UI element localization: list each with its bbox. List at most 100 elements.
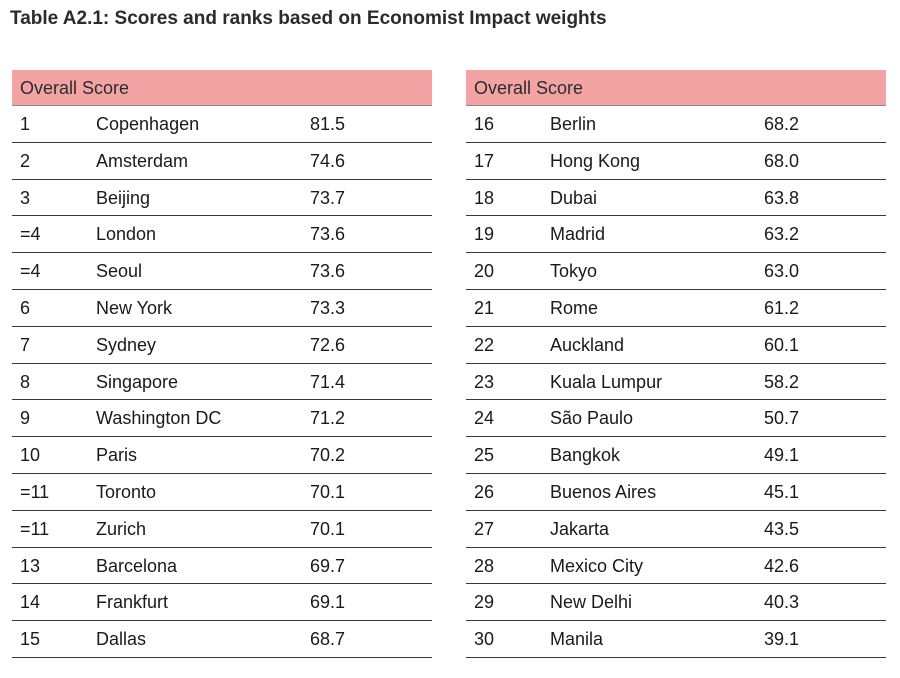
score-cell: 74.6 bbox=[310, 150, 346, 171]
score-cell: 69.1 bbox=[310, 592, 346, 613]
table-row: 17 Hong Kong 68.0 bbox=[466, 143, 886, 180]
city-cell: Jakarta bbox=[550, 518, 610, 539]
city-cell: Auckland bbox=[550, 334, 625, 355]
city-cell: Dubai bbox=[550, 187, 598, 208]
table-row: 1 Copenhagen 81.5 bbox=[12, 106, 432, 143]
table-row: 16 Berlin 68.2 bbox=[466, 106, 886, 143]
city-cell: Copenhagen bbox=[96, 114, 200, 134]
table-row: 10 Paris 70.2 bbox=[12, 437, 432, 474]
score-cell: 73.3 bbox=[310, 297, 346, 318]
table-row: 25 Bangkok 49.1 bbox=[466, 437, 886, 474]
score-cell: 72.6 bbox=[310, 334, 346, 355]
rank-cell: =4 bbox=[20, 224, 41, 245]
city-cell: Madrid bbox=[550, 224, 606, 245]
rank-cell: 14 bbox=[20, 592, 41, 613]
city-cell: Hong Kong bbox=[550, 150, 641, 171]
rank-cell: 18 bbox=[474, 187, 495, 208]
city-cell: Amsterdam bbox=[96, 150, 189, 171]
city-cell: Tokyo bbox=[550, 261, 598, 282]
table-row: 2 Amsterdam 74.6 bbox=[12, 143, 432, 180]
score-cell: 70.2 bbox=[310, 445, 346, 466]
rank-cell: 9 bbox=[20, 408, 31, 429]
score-cell: 61.2 bbox=[764, 297, 800, 318]
rank-cell: 1 bbox=[20, 114, 31, 134]
table-row: 23 Kuala Lumpur 58.2 bbox=[466, 364, 886, 401]
rank-cell: =11 bbox=[20, 518, 50, 539]
city-cell: Mexico City bbox=[550, 555, 644, 576]
city-cell: New Delhi bbox=[550, 592, 633, 613]
city-cell: Dallas bbox=[96, 629, 147, 650]
city-cell: São Paulo bbox=[550, 408, 634, 429]
table-row: 14 Frankfurt 69.1 bbox=[12, 584, 432, 622]
table-row: 28 Mexico City 42.6 bbox=[466, 548, 886, 585]
city-cell: Bangkok bbox=[550, 445, 621, 466]
city-cell: Washington DC bbox=[96, 408, 222, 429]
score-cell: 63.2 bbox=[764, 224, 800, 245]
table-header: Overall Score bbox=[466, 70, 886, 106]
rank-cell: 25 bbox=[474, 445, 495, 466]
table-row: 18 Dubai 63.8 bbox=[466, 180, 886, 217]
table-row: 24 São Paulo 50.7 bbox=[466, 400, 886, 438]
rank-cell: =11 bbox=[20, 481, 50, 502]
table-row: 6 New York 73.3 bbox=[12, 290, 432, 327]
rank-cell: 29 bbox=[474, 592, 495, 613]
city-cell: Manila bbox=[550, 629, 604, 650]
table-row: 19 Madrid 63.2 bbox=[466, 216, 886, 254]
table-row: =4 London 73.6 bbox=[12, 216, 432, 254]
city-cell: London bbox=[96, 224, 157, 245]
city-cell: Buenos Aires bbox=[550, 481, 657, 502]
table-row: 22 Auckland 60.1 bbox=[466, 327, 886, 364]
city-cell: Sydney bbox=[96, 334, 157, 355]
rank-cell: 10 bbox=[20, 445, 41, 466]
score-cell: 73.7 bbox=[310, 187, 346, 208]
rank-cell: 3 bbox=[20, 187, 31, 208]
table-row: 3 Beijing 73.7 bbox=[12, 180, 432, 217]
table-row: 9 Washington DC 71.2 bbox=[12, 400, 432, 438]
score-cell: 71.4 bbox=[310, 371, 346, 392]
score-cell: 45.1 bbox=[764, 481, 800, 502]
score-cell: 49.1 bbox=[764, 445, 800, 466]
rank-cell: 28 bbox=[474, 555, 495, 576]
table-row: 13 Barcelona 69.7 bbox=[12, 548, 432, 585]
rank-cell: 21 bbox=[474, 297, 495, 318]
city-cell: Toronto bbox=[96, 481, 157, 502]
rank-cell: 15 bbox=[20, 629, 41, 650]
city-cell: Frankfurt bbox=[96, 592, 169, 613]
table-body: 1 Copenhagen 81.5 2 Amsterdam 74.6 3 Beijing 73.… bbox=[12, 106, 432, 658]
table-row: 27 Jakarta 43.5 bbox=[466, 511, 886, 548]
score-cell: 42.6 bbox=[764, 555, 800, 576]
rank-cell: 24 bbox=[474, 408, 495, 429]
rank-cell: =4 bbox=[20, 261, 41, 282]
table-row: =4 Seoul 73.6 bbox=[12, 253, 432, 290]
city-cell: Seoul bbox=[96, 261, 143, 282]
table-row: 30 Manila 39.1 bbox=[466, 621, 886, 658]
score-cell: 50.7 bbox=[764, 408, 800, 429]
table-row: 21 Rome 61.2 bbox=[466, 290, 886, 327]
rank-cell: 23 bbox=[474, 371, 495, 392]
score-cell: 73.6 bbox=[310, 261, 346, 282]
table-row: 29 New Delhi 40.3 bbox=[466, 584, 886, 622]
score-cell: 39.1 bbox=[764, 629, 800, 650]
page-title: Table A2.1: Scores and ranks based on Ec… bbox=[10, 8, 607, 29]
rank-cell: 30 bbox=[474, 629, 495, 650]
score-cell: 68.7 bbox=[310, 629, 346, 650]
score-table-left: Overall Score 1 Copenhagen 81.5 2 Amsterdam 7… bbox=[12, 70, 432, 658]
city-cell: Rome bbox=[550, 297, 599, 318]
score-cell: 63.8 bbox=[764, 187, 800, 208]
score-cell: 71.2 bbox=[310, 408, 346, 429]
table-row: 26 Buenos Aires 45.1 bbox=[466, 474, 886, 511]
table-row: 20 Tokyo 63.0 bbox=[466, 253, 886, 290]
table-row: 7 Sydney 72.6 bbox=[12, 327, 432, 364]
rank-cell: 7 bbox=[20, 334, 31, 355]
city-cell: Berlin bbox=[550, 114, 597, 134]
table-row: 8 Singapore 71.4 bbox=[12, 364, 432, 401]
rank-cell: 22 bbox=[474, 334, 495, 355]
score-cell: 68.2 bbox=[764, 114, 800, 134]
score-cell: 81.5 bbox=[310, 114, 346, 134]
rank-cell: 17 bbox=[474, 150, 495, 171]
rank-cell: 26 bbox=[474, 481, 495, 502]
table-row: =11 Zurich 70.1 bbox=[12, 511, 432, 548]
score-cell: 63.0 bbox=[764, 261, 800, 282]
city-cell: Beijing bbox=[96, 187, 151, 208]
rank-cell: 8 bbox=[20, 371, 31, 392]
